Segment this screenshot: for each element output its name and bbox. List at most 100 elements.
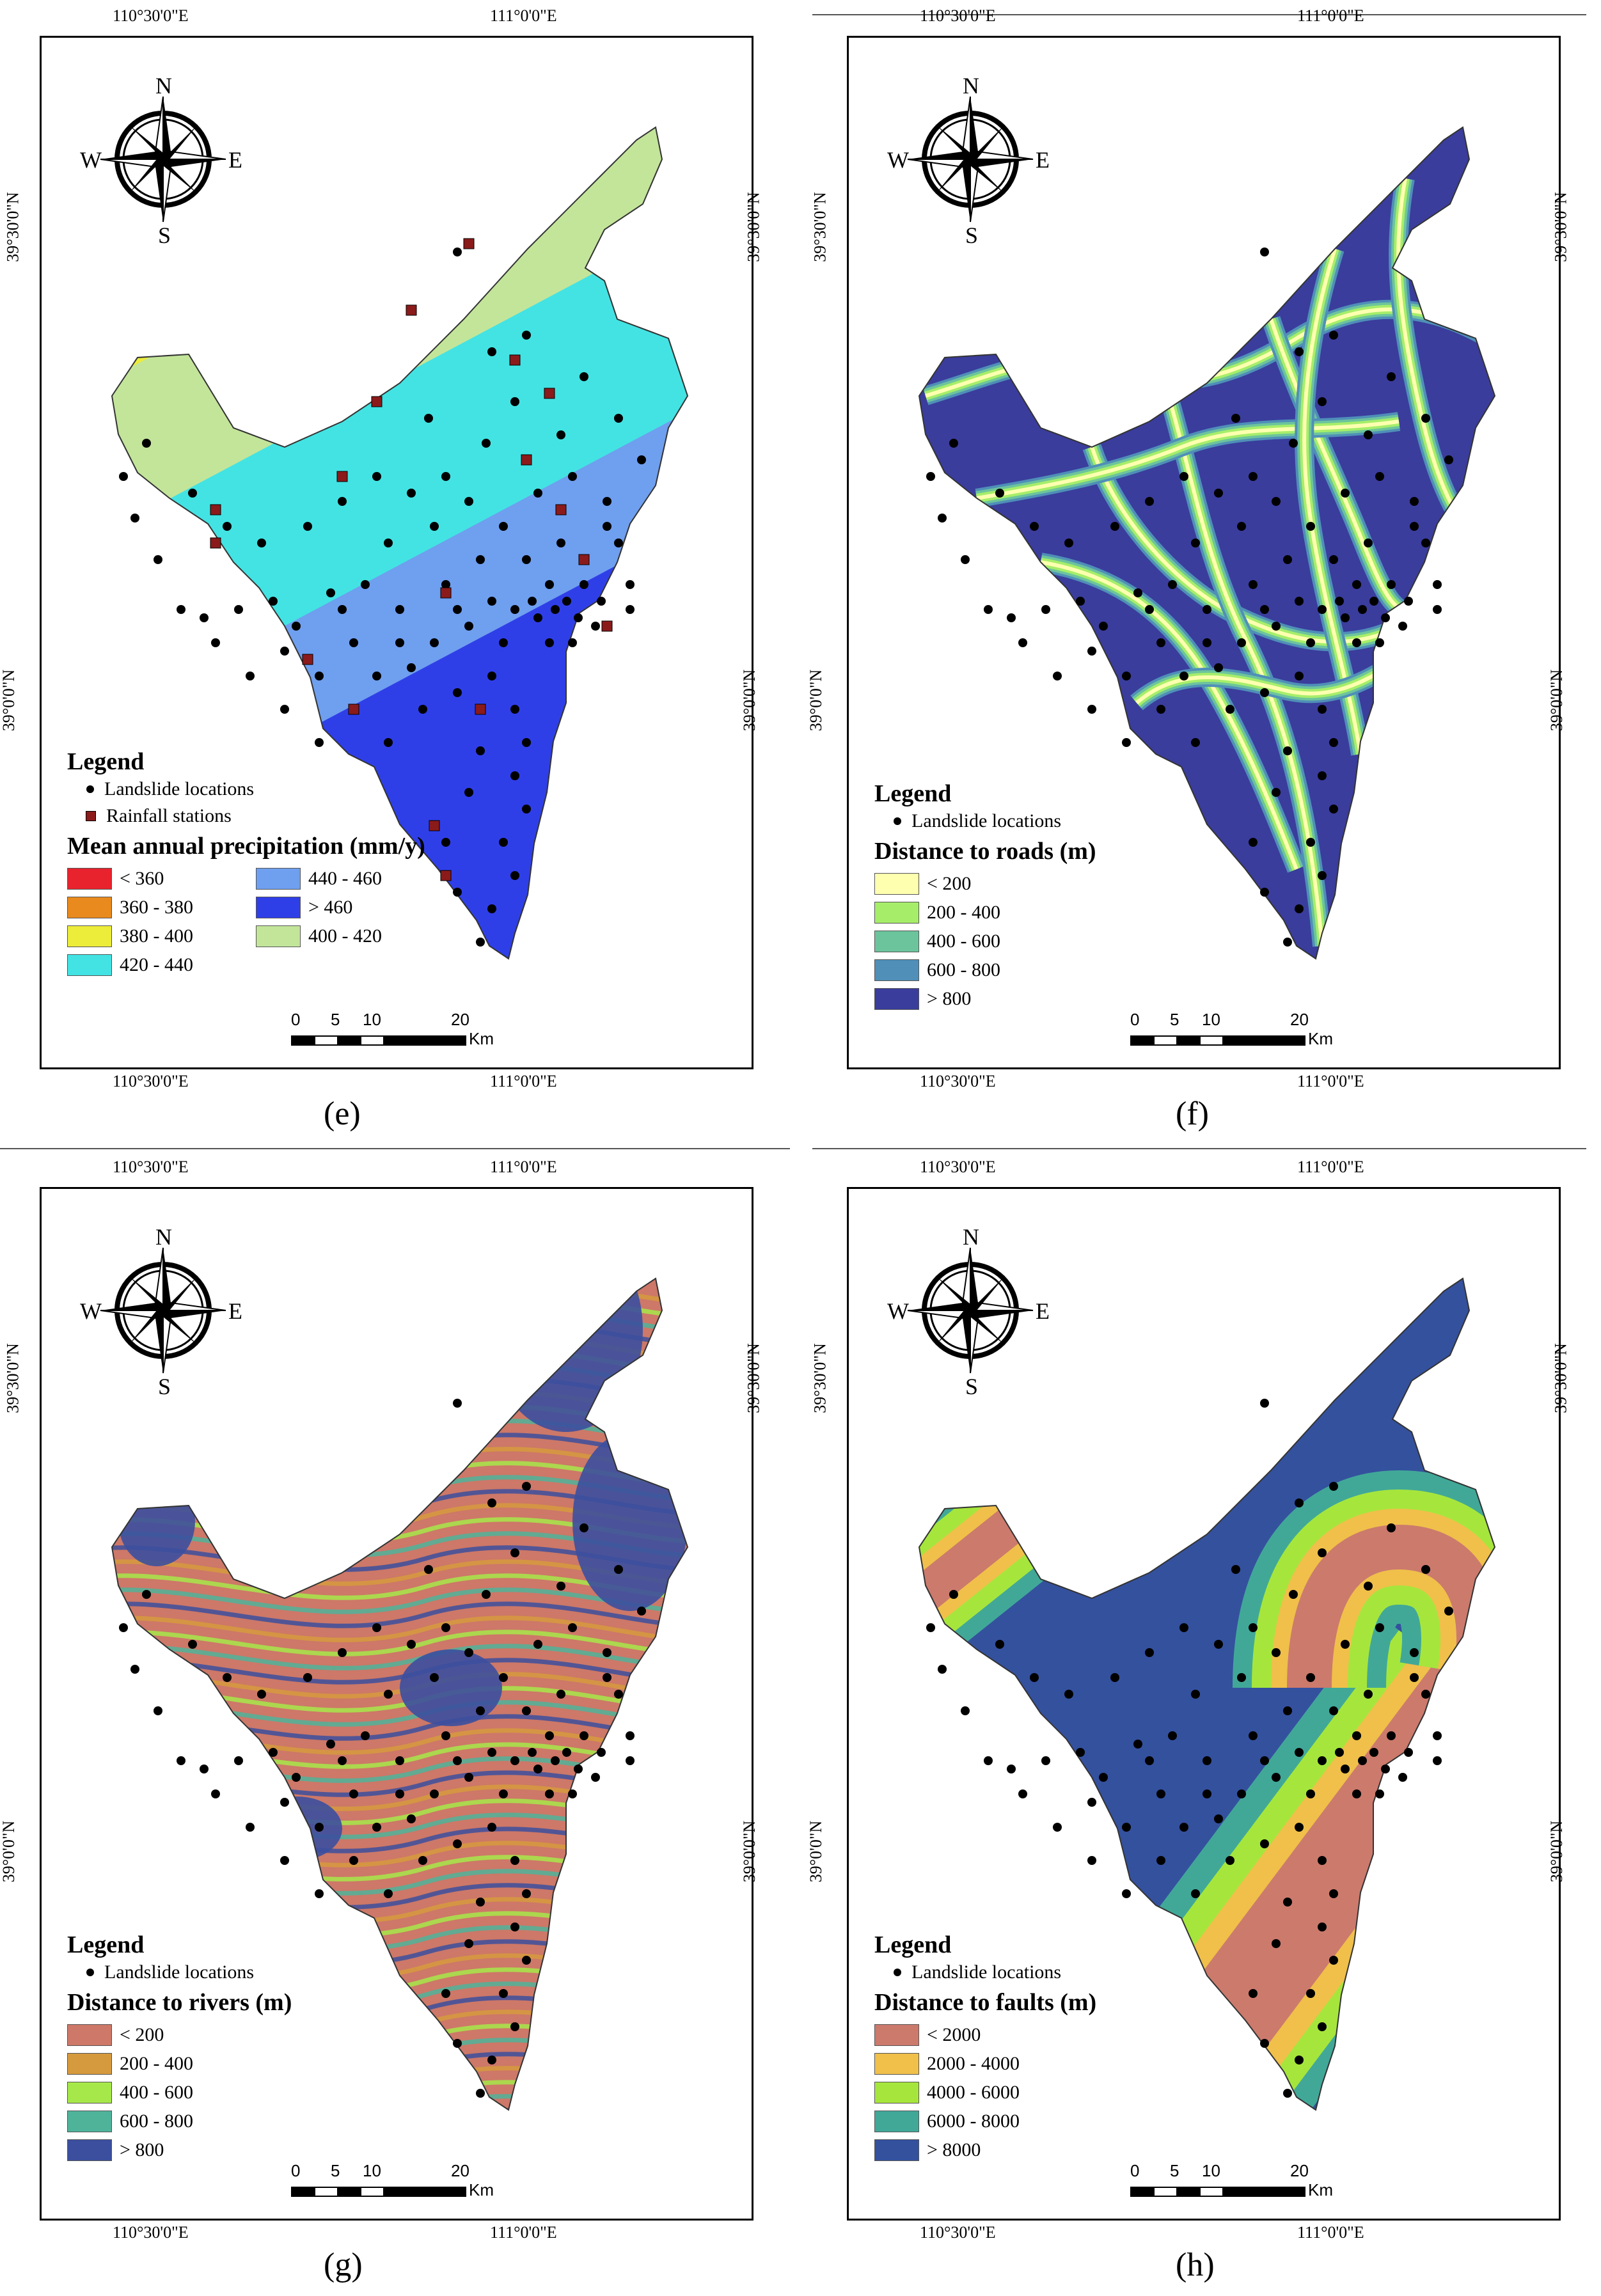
legend-swatch <box>874 930 919 952</box>
landslide-point <box>1433 580 1442 589</box>
landslide-point <box>556 430 565 439</box>
landslide-point <box>1410 522 1419 531</box>
legend-class-item: 360 - 380 <box>67 893 237 922</box>
landslide-point <box>1249 1731 1258 1740</box>
legend-swatch <box>67 954 112 976</box>
landslide-point <box>464 1648 473 1657</box>
landslide-point <box>603 497 611 506</box>
landslide-point <box>430 638 439 647</box>
map-frame: N S W E Legend Landslide locations Dista… <box>847 1187 1561 2221</box>
landslide-point <box>441 1623 450 1632</box>
landslide-point <box>200 1765 209 1773</box>
landslide-point <box>1306 838 1315 847</box>
landslide-point <box>603 1648 611 1657</box>
landslide-point <box>1179 1823 1188 1832</box>
lon-label-bottom-right: 111°0'0"E <box>1297 2223 1364 2242</box>
landslide-point <box>372 1623 381 1632</box>
legend-class-label: < 200 <box>927 872 972 894</box>
landslide-point <box>1272 497 1281 506</box>
landslide-point <box>510 605 519 614</box>
landslide-point <box>1179 472 1188 481</box>
legend-class-label: 200 - 400 <box>120 2052 193 2074</box>
map-legend: Legend Landslide locations Distance to r… <box>67 1931 292 2164</box>
landslide-point <box>1306 638 1315 647</box>
landslide-point <box>1203 1756 1211 1765</box>
landslide-point <box>1283 1706 1292 1715</box>
legend-class-label: > 8000 <box>927 2139 981 2160</box>
landslide-point <box>1076 597 1085 606</box>
landslide-point <box>418 1856 427 1865</box>
landslide-point <box>926 1623 935 1632</box>
landslide-point <box>1145 1648 1154 1657</box>
landslide-point <box>1226 705 1234 714</box>
landslide-point <box>154 1706 162 1715</box>
landslide-point <box>476 2089 485 2098</box>
lat-label-left-bottom: 39°0'0"N <box>0 669 19 732</box>
legend-landslide-label: Landslide locations <box>911 1962 1062 1983</box>
landslide-point <box>1329 1482 1338 1491</box>
landslide-point <box>1168 1731 1177 1740</box>
scale-bar: 0 5 10 20 Km <box>291 2161 494 2206</box>
landslide-point <box>1260 688 1269 697</box>
landslide-point <box>349 638 358 647</box>
scale-unit: Km <box>469 1029 494 1048</box>
landslide-point <box>510 871 519 880</box>
landslide-point <box>349 1789 358 1798</box>
legend-class-label: 400 - 600 <box>120 2081 193 2103</box>
compass-south: S <box>965 223 979 248</box>
landslide-point <box>384 1889 393 1898</box>
rainfall-station-marker <box>429 820 440 831</box>
landslide-point <box>1087 1856 1096 1865</box>
lon-label-bottom-left: 110°30'0"E <box>113 2223 189 2242</box>
map-canvas <box>918 126 1496 960</box>
legend-class-label: 600 - 800 <box>927 959 1000 980</box>
compass-star-icon <box>100 96 226 223</box>
landslide-point <box>949 439 958 448</box>
landslide-point <box>1237 522 1246 531</box>
landslide-point <box>223 1673 232 1682</box>
landslide-point <box>464 497 473 506</box>
scale-segment <box>1222 2187 1305 2197</box>
landslide-point <box>464 788 473 797</box>
landslide-point <box>280 1856 289 1865</box>
landslide-point <box>1076 1748 1085 1757</box>
landslide-point <box>476 938 485 947</box>
rainfall-station-marker <box>348 704 359 715</box>
landslide-point <box>1087 647 1096 656</box>
lon-label-bottom-left: 110°30'0"E <box>113 1072 189 1090</box>
landslide-point <box>338 1756 347 1765</box>
landslide-point <box>361 1731 370 1740</box>
landslide-point <box>522 805 531 814</box>
lat-label-left-bottom: 39°0'0"N <box>807 1820 826 1883</box>
landslide-point <box>1318 705 1327 714</box>
landslide-point <box>510 705 519 714</box>
landslide-point <box>1387 580 1396 589</box>
landslide-point <box>487 1498 496 1507</box>
landslide-point <box>499 838 508 847</box>
legend-class-item: 4000 - 6000 <box>874 2078 1096 2107</box>
landslide-point <box>626 1731 635 1740</box>
lat-label-right-top: 39°30'0"N <box>1551 1343 1570 1413</box>
compass-star-icon <box>907 1247 1034 1374</box>
landslide-point <box>1260 2039 1269 2048</box>
lon-label-top-left: 110°30'0"E <box>920 1158 996 1176</box>
landslide-point <box>1133 588 1142 597</box>
lat-label-right-bottom: 39°0'0"N <box>1547 1820 1566 1883</box>
legend-swatch <box>874 872 919 895</box>
lat-label-left-top: 39°30'0"N <box>3 1343 22 1413</box>
compass-east: E <box>228 147 242 173</box>
landslide-point <box>510 2022 519 2031</box>
landslide-point <box>200 613 209 622</box>
lon-label-top-left: 110°30'0"E <box>920 6 996 25</box>
panel-label: (g) <box>324 2247 363 2283</box>
landslide-point <box>1122 1889 1131 1898</box>
landslide-point <box>418 705 427 714</box>
landslide-point <box>1145 605 1154 614</box>
landslide-point <box>637 455 646 464</box>
legend-class-item: 600 - 800 <box>874 955 1096 984</box>
landslide-dot-icon <box>894 817 901 825</box>
landslide-point <box>1214 1640 1223 1649</box>
landslide-point <box>614 414 623 423</box>
compass-east: E <box>228 1298 242 1324</box>
landslide-point <box>533 613 542 622</box>
